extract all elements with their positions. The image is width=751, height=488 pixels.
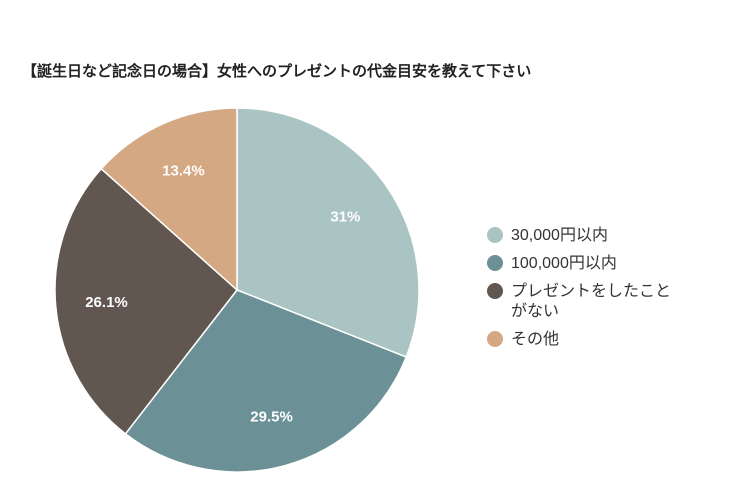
legend-label: 30,000円以内 <box>511 227 608 244</box>
pie-slice[interactable] <box>236 107 420 358</box>
legend-item[interactable]: 30,000円以内 <box>487 226 737 246</box>
legend-label: その他 <box>511 331 560 348</box>
legend-item[interactable]: プレゼントをしたことがない <box>487 282 737 322</box>
slice-value-label: 26.1% <box>85 294 128 311</box>
pie-slice[interactable] <box>124 289 408 473</box>
legend: 30,000円以内 100,000円以内 プレゼントをしたことがない その他 <box>487 226 737 358</box>
slice-value-label: 29.5% <box>250 408 293 425</box>
legend-item[interactable]: 100,000円以内 <box>487 254 737 274</box>
legend-dot-icon <box>487 227 503 243</box>
pie-slice[interactable] <box>54 167 239 435</box>
legend-label: プレゼントをしたことがない <box>511 283 672 320</box>
pie-slice[interactable] <box>100 107 238 292</box>
legend-dot-icon <box>487 331 503 347</box>
legend-item[interactable]: その他 <box>487 330 737 350</box>
legend-dot-icon <box>487 255 503 271</box>
slice-value-label: 31% <box>330 208 360 225</box>
chart-title: 【誕生日など記念日の場合】女性へのプレゼントの代金目安を教えて下さい <box>22 62 532 80</box>
legend-dot-icon <box>487 283 503 299</box>
legend-label: 100,000円以内 <box>511 255 617 272</box>
slice-value-label: 13.4% <box>162 162 205 179</box>
